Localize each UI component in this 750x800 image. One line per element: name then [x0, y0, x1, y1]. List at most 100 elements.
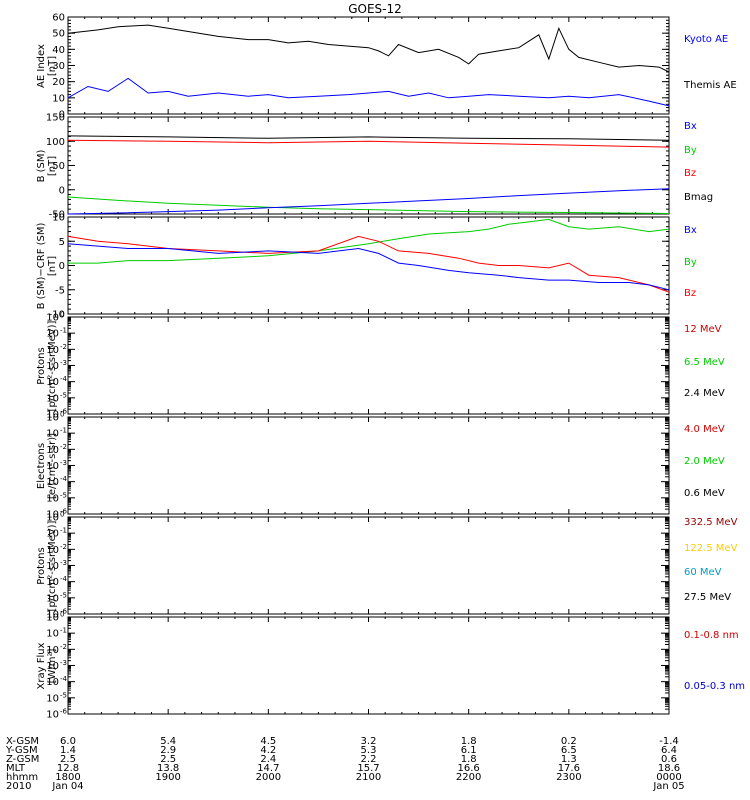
ephemeris-label: 2010 — [6, 781, 32, 792]
y-tick-label: 10 — [52, 93, 65, 104]
legend-entry: Bx — [684, 225, 697, 236]
legend-entry: By — [684, 257, 697, 268]
y-axis-label-line: [e/(cm²-s-sr)] — [47, 432, 58, 499]
series-line — [67, 196, 670, 214]
ephemeris-value: Jan 04 — [52, 781, 84, 792]
ephemeris-value: 1.8 — [460, 736, 477, 747]
series-line — [67, 77, 670, 107]
y-tick-label: 40 — [52, 45, 65, 56]
series-line — [67, 135, 670, 141]
y-tick-label: 10 — [46, 593, 59, 604]
y-tick-label: 10 — [46, 661, 59, 672]
y-tick-label: 10 — [46, 445, 59, 456]
y-tick-label: 10 — [46, 461, 59, 472]
ephemeris-value: 1800 — [55, 772, 81, 783]
y-tick-exponent: -4 — [60, 475, 68, 483]
y-tick-label: 10 — [46, 710, 59, 721]
series-line — [67, 235, 670, 293]
y-tick-exponent: -3 — [60, 359, 67, 367]
legend-entry: Bx — [684, 121, 697, 132]
y-tick-label: -50 — [49, 210, 65, 221]
y-tick-label: 10 — [46, 610, 59, 621]
legend-entry: Bmag — [684, 192, 714, 203]
y-tick-exponent: -1 — [60, 327, 67, 335]
y-tick-label: 10 — [46, 529, 59, 540]
ephemeris-value: 6.4 — [661, 745, 677, 756]
ephemeris-value: 2.2 — [360, 754, 377, 765]
ephemeris-value: 0.6 — [661, 754, 677, 765]
y-tick-label: 10 — [46, 510, 59, 521]
y-tick-exponent: -6 — [60, 608, 68, 616]
y-axis-label-line: [W/m²] — [47, 648, 58, 683]
y-tick-label: -5 — [55, 285, 65, 296]
ephemeris-value: 1900 — [155, 772, 181, 783]
panel-frame — [67, 216, 670, 315]
y-axis-label-line: [nT] — [47, 255, 58, 276]
y-tick-label: -10 — [49, 310, 65, 321]
series-line — [67, 243, 670, 291]
y-axis-label: Protons [p/(cm²-s-sr-MeV)] — [36, 320, 58, 411]
panel-frame — [67, 416, 670, 515]
ephemeris-value: 17.6 — [557, 763, 580, 774]
y-tick-label: 10 — [46, 645, 59, 656]
ephemeris-value: 2.9 — [160, 745, 177, 756]
legend-entry: 2.4 MeV — [684, 388, 725, 399]
y-tick-label: 50 — [52, 161, 65, 172]
y-tick-label: 10 — [46, 677, 59, 688]
ephemeris-value: 0.2 — [560, 736, 577, 747]
ephemeris-label: hhmm — [6, 772, 39, 783]
legend-entry: 2.0 MeV — [684, 456, 725, 467]
ephemeris-label: Y-GSM — [6, 745, 38, 756]
ephemeris-value: 16.6 — [457, 763, 480, 774]
ephemeris-value: 1.4 — [60, 745, 76, 756]
series-line — [67, 188, 670, 215]
panel-frame — [67, 116, 670, 215]
y-axis-label: Electrons [e/(cm²-s-sr)] — [36, 432, 58, 498]
y-tick-exponent: -4 — [60, 375, 68, 383]
legend-entry: 122.5 MeV — [684, 543, 738, 554]
y-tick-exponent: -1 — [60, 627, 67, 635]
y-tick-label: 10 — [46, 413, 59, 424]
y-tick-exponent: -6 — [60, 408, 68, 416]
y-tick-exponent: 0 — [60, 311, 64, 319]
y-tick-exponent: -2 — [60, 443, 67, 451]
legend-entry: Bz — [684, 288, 697, 299]
y-tick-label: 10 — [46, 577, 59, 588]
legend-entry: Themis AE — [684, 80, 737, 91]
y-tick-exponent: -3 — [60, 459, 67, 467]
y-axis-label-line: [nT] — [47, 55, 58, 76]
y-axis-label-line: B (SM) — [36, 149, 47, 182]
y-tick-exponent: -5 — [60, 491, 67, 499]
y-tick-exponent: -4 — [60, 575, 68, 583]
y-axis-label-line: [p/(cm²-s-sr-MeV)] — [47, 320, 58, 411]
y-tick-label: 20 — [52, 77, 65, 88]
legend-entry: 332.5 MeV — [684, 517, 738, 528]
y-tick-label: 10 — [46, 410, 59, 421]
y-tick-exponent: -5 — [60, 691, 67, 699]
ephemeris-value: 6.0 — [60, 736, 76, 747]
y-axis-label-line: Protons — [36, 346, 47, 385]
ephemeris-value: 2.4 — [260, 754, 277, 765]
y-tick-label: 10 — [52, 213, 65, 224]
y-axis-label: B (SM) [nT] — [36, 149, 58, 182]
y-tick-exponent: 0 — [60, 511, 64, 519]
y-tick-label: 10 — [46, 429, 59, 440]
ephemeris-value: 2300 — [556, 772, 582, 783]
y-axis-label: Protons [p/(cm²-s-sr-MeV)] — [36, 520, 58, 611]
ephemeris-value: 2.5 — [160, 754, 177, 765]
panel-frame — [67, 16, 670, 115]
series-line — [67, 24, 670, 73]
ephemeris-value: 15.7 — [357, 763, 380, 774]
y-tick-label: 60 — [52, 13, 65, 24]
ephemeris-value: 0000 — [656, 772, 682, 783]
ephemeris-label: Z-GSM — [6, 754, 40, 765]
legend-entry: Bz — [684, 168, 697, 179]
ephemeris-value: 4.5 — [260, 736, 277, 747]
y-tick-label: 0 — [59, 261, 65, 272]
y-axis-label-line: B (SM)−CRF (SM) — [36, 222, 47, 309]
chart-title: GOES-12 — [348, 2, 402, 16]
ephemeris-value: 3.2 — [360, 736, 377, 747]
panel-frame — [67, 616, 670, 715]
y-tick-label: 10 — [46, 513, 59, 524]
